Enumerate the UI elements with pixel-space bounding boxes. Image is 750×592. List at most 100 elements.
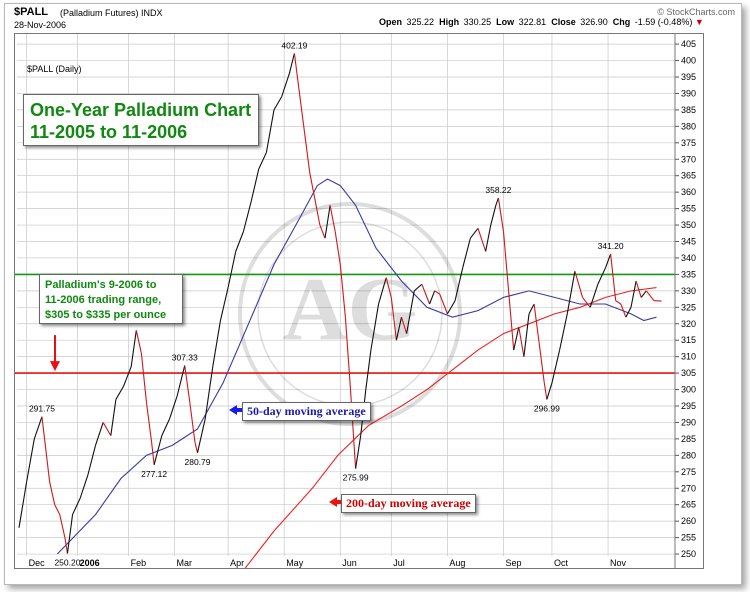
chart-subtitle: 11-2005 to 11-2006 — [30, 122, 188, 142]
ma50-line — [56, 178, 657, 555]
price-segment — [597, 267, 606, 285]
price-segment — [454, 267, 464, 301]
price-segment — [502, 231, 510, 291]
chart-frame: $PALL (Palladium Futures) INDX 28-Nov-20… — [4, 3, 742, 585]
x-tick-label: Mar — [177, 558, 193, 568]
price-point-label: 341.20 — [598, 241, 624, 251]
price-segment — [161, 418, 170, 436]
point-labels: 291.75 250.20 277.12 307.33 280.79 402.19 275.… — [29, 40, 624, 567]
price-segment — [334, 231, 341, 265]
y-tick-label: 320 — [681, 319, 696, 329]
x-tick-label: Sep — [506, 558, 522, 568]
price-segment — [204, 366, 214, 420]
ma200-line — [244, 287, 657, 568]
price-segment — [298, 93, 306, 134]
price-segment — [523, 313, 530, 357]
price-segment — [508, 290, 515, 351]
price-segment — [151, 442, 155, 465]
quote-summary: Open 325.22 High 330.25 Low 322.81 Close… — [379, 17, 704, 27]
y-tick-label: 400 — [681, 56, 696, 66]
x-tick-label: May — [286, 558, 304, 568]
price-segment — [304, 132, 311, 173]
price-segment — [630, 280, 637, 308]
price-segment — [355, 435, 362, 469]
price-segment — [604, 253, 612, 269]
price-segment — [64, 537, 68, 554]
price-segment — [469, 228, 479, 239]
price-segment — [533, 303, 540, 344]
price-segment — [635, 280, 642, 298]
y-tick-label: 330 — [681, 286, 696, 296]
moving-averages — [56, 178, 657, 568]
y-tick-label: 365 — [681, 171, 696, 181]
y-tick-label: 345 — [681, 237, 696, 247]
chart-title: One-Year Palladium Chart — [30, 100, 252, 120]
price-segment — [288, 53, 295, 74]
support-arrow-icon — [50, 361, 60, 372]
price-segment — [582, 297, 591, 308]
trading-range-note: Palladium's 9-2006 to 11-2006 trading ra… — [39, 274, 183, 324]
watermark-letters: AG — [283, 260, 418, 359]
y-tick-label: 255 — [681, 533, 696, 543]
price-segment — [49, 481, 56, 505]
price-point-label: 275.99 — [343, 473, 369, 483]
symbol: $PALL — [14, 6, 49, 18]
price-segment — [574, 270, 584, 298]
price-segment — [145, 402, 153, 443]
price-segment — [273, 96, 283, 111]
y-tick-label: 295 — [681, 401, 696, 411]
price-segment — [250, 168, 260, 203]
price-segment — [33, 416, 43, 440]
price-segment — [87, 445, 97, 476]
chg-label: Chg — [612, 17, 631, 27]
open-value: 325.22 — [406, 17, 435, 27]
price-segment — [518, 326, 525, 357]
ma200-arrow-icon — [329, 497, 337, 507]
watermark-logo: AG — [238, 202, 462, 426]
price-segment — [528, 303, 535, 315]
panel-label: $PALL (Daily) — [27, 64, 82, 74]
y-axis: 250 255 260 265 270 275 280 285 290 295 300 305 310 3… — [674, 34, 696, 568]
price-segment — [365, 349, 372, 390]
y-tick-label: 335 — [681, 269, 696, 279]
y-tick-label: 385 — [681, 105, 696, 115]
price-segment — [406, 290, 415, 334]
price-segment — [324, 205, 331, 239]
y-tick-label: 375 — [681, 138, 696, 148]
price-segment — [242, 201, 252, 232]
y-tick-label: 275 — [681, 467, 696, 477]
price-segment — [610, 253, 617, 301]
price-segment — [390, 297, 397, 341]
x-tick-label: Nov — [610, 558, 627, 568]
price-segment — [400, 317, 408, 334]
price-segment — [620, 303, 627, 318]
price-segment — [344, 317, 352, 390]
quote-date: 28-Nov-2006 — [14, 20, 67, 30]
close-label: Close — [551, 17, 576, 27]
ma50-arrow-icon — [229, 405, 237, 415]
price-point-label: 291.75 — [29, 404, 55, 414]
price-segment — [439, 293, 448, 315]
ma200-arrow-stem — [336, 500, 342, 504]
price-segment — [227, 251, 237, 288]
support-arrow-stem — [54, 335, 56, 364]
y-tick-label: 370 — [681, 154, 696, 164]
price-point-label: 307.33 — [172, 352, 198, 362]
price-segment — [184, 365, 191, 403]
price-segment — [495, 197, 499, 206]
ma200-label-text: 200-day moving average — [346, 496, 471, 510]
price-segment — [79, 474, 89, 499]
price-segment — [477, 228, 487, 252]
price-segment — [329, 205, 336, 232]
price-point-label: 280.79 — [185, 457, 211, 467]
price-segment — [339, 264, 346, 318]
y-tick-label: 340 — [681, 253, 696, 263]
y-tick-label: 350 — [681, 220, 696, 230]
price-segment — [176, 365, 186, 397]
y-tick-label: 395 — [681, 72, 696, 82]
price-segment — [219, 287, 229, 321]
high-label: High — [439, 17, 460, 27]
price-segment — [513, 326, 520, 351]
price-segment — [319, 224, 326, 239]
price-segment — [309, 172, 316, 199]
